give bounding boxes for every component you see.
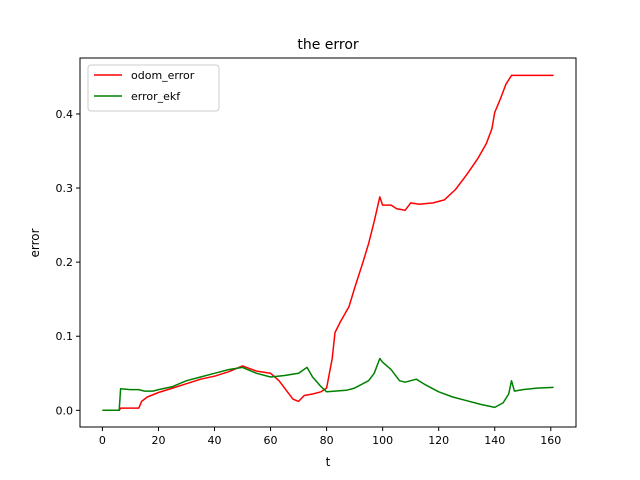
y-axis-label: error <box>28 228 42 257</box>
series-line-error_ekf <box>102 357 554 412</box>
y-tick-label: 0.0 <box>56 404 74 417</box>
x-axis-label: t <box>326 455 331 469</box>
x-tick-label: 140 <box>484 434 505 447</box>
legend-label-error_ekf: error_ekf <box>131 90 181 103</box>
y-tick-label: 0.2 <box>56 256 74 269</box>
axes-layer: 0 20 40 60 80 100 120 140 160 0.0 0.1 0.2 0.3 0.4 <box>56 108 562 447</box>
y-tick-label: 0.1 <box>56 330 74 343</box>
x-tick-label: 60 <box>264 434 278 447</box>
series-line-odom_error <box>102 74 554 412</box>
x-tick-label: 0 <box>99 434 106 447</box>
x-tick-label: 20 <box>151 434 165 447</box>
x-tick-label: 120 <box>428 434 449 447</box>
plot-frame <box>79 57 577 428</box>
x-tick-label: 100 <box>372 434 393 447</box>
x-tick-label: 40 <box>208 434 222 447</box>
series-layer <box>102 74 554 412</box>
y-tick-label: 0.4 <box>56 108 74 121</box>
legend-box <box>87 64 220 112</box>
legend-label-odom_error: odom_error <box>131 69 195 82</box>
legend: odom_error error_ekf <box>87 64 220 112</box>
y-tick-label: 0.3 <box>56 182 74 195</box>
chart-title: the error <box>297 37 359 53</box>
x-tick-label: 160 <box>540 434 561 447</box>
x-tick-label: 80 <box>320 434 334 447</box>
